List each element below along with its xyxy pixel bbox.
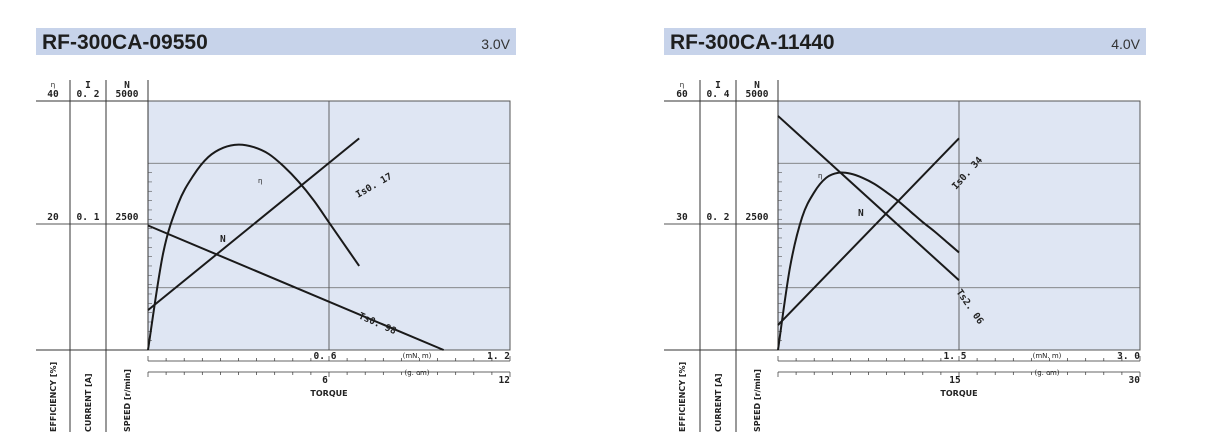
x-tick-gcm-max: 30 — [1129, 375, 1141, 386]
y-axis-label-0: EFFICIENCY [%] — [678, 362, 687, 432]
current-header: I — [715, 80, 721, 91]
efficiency-mid-tick: 20 — [47, 212, 59, 223]
efficiency-top-tick: 40 — [47, 89, 59, 100]
y-axis-label-2: SPEED [r/min] — [123, 369, 132, 432]
efficiency-curve-label: η — [258, 177, 262, 185]
chart-2: RF-300CA-11440 4.0V η I N 60 0. 4 5000 30 0. 2 250… — [664, 28, 1146, 432]
efficiency-header: η — [680, 81, 684, 89]
x-tick-gcm-mid: 15 — [949, 375, 961, 386]
voltage-label: 3.0V — [481, 36, 510, 52]
speed-header: N — [754, 80, 760, 91]
current-mid-tick: 0. 2 — [707, 212, 730, 223]
speed-mid-tick: 2500 — [746, 212, 769, 223]
x-tick-mNm-max: 3. 0 — [1117, 351, 1140, 362]
x-tick-mNm-mid: 0. 6 — [314, 351, 337, 362]
x-tick-mNm-max: 1. 2 — [487, 351, 510, 362]
series-line-speed — [147, 224, 445, 351]
x-tick-gcm-max: 12 — [499, 375, 510, 386]
series-line-efficiency — [147, 143, 360, 351]
efficiency-curve-label: η — [818, 172, 822, 180]
chart-title-bar — [664, 28, 1146, 55]
x-tick-mNm-mid: 1. 5 — [944, 351, 967, 362]
chart-title: RF-300CA-11440 — [670, 31, 835, 54]
series-line-current — [147, 137, 360, 311]
speed-mid-tick: 2500 — [116, 212, 139, 223]
x-unit-mNm: (mN. m) — [1033, 352, 1062, 360]
y-axis-label-0: EFFICIENCY [%] — [49, 362, 58, 432]
series-line-speed — [777, 115, 960, 282]
x-tick-gcm-mid: 6 — [322, 375, 328, 386]
efficiency-header: η — [51, 81, 55, 89]
speed-top-tick: 5000 — [746, 89, 769, 100]
chart-1: RF-300CA-09550 3.0V η I N 40 0. 2 5000 20 0. 1 250… — [36, 28, 516, 432]
x-axis-label: TORQUE — [940, 389, 977, 398]
x-unit-gcm: (g. cm) — [1034, 369, 1059, 377]
chart-title: RF-300CA-09550 — [42, 31, 208, 54]
x-unit-mNm: (mN. m) — [403, 352, 432, 360]
speed-top-tick: 5000 — [116, 89, 139, 100]
y-axis-label-1: CURRENT [A] — [84, 373, 93, 432]
y-axis-label-1: CURRENT [A] — [714, 373, 723, 432]
x-unit-gcm: (g. cm) — [404, 369, 429, 377]
chart-title-bar — [36, 28, 516, 55]
efficiency-mid-tick: 30 — [676, 212, 688, 223]
voltage-label: 4.0V — [1111, 36, 1140, 52]
current-header: I — [85, 80, 91, 91]
speed-curve-label: N — [220, 234, 226, 245]
current-mid-tick: 0. 1 — [77, 212, 100, 223]
speed-curve-label: N — [858, 208, 864, 219]
x-axis-label: TORQUE — [310, 389, 347, 398]
current-top-tick: 0. 2 — [77, 89, 100, 100]
efficiency-top-tick: 60 — [676, 89, 688, 100]
y-axis-label-2: SPEED [r/min] — [753, 369, 762, 432]
series-line-current — [777, 137, 960, 326]
current-top-tick: 0. 4 — [707, 89, 730, 100]
speed-header: N — [124, 80, 130, 91]
series-line-efficiency — [777, 171, 960, 351]
